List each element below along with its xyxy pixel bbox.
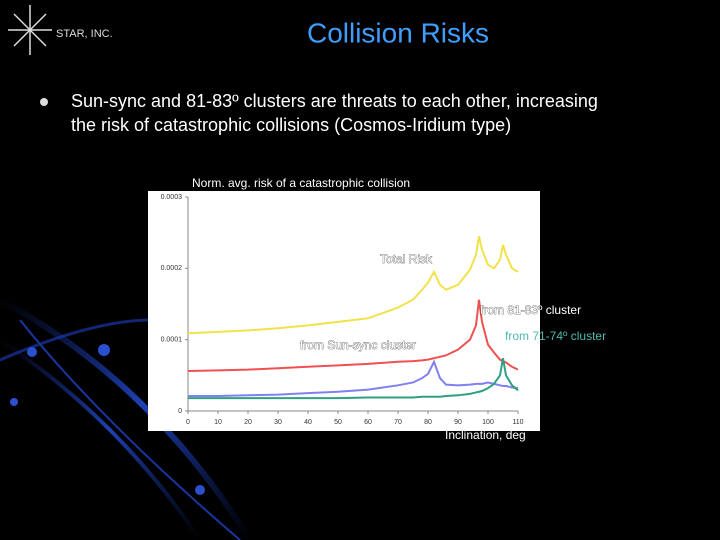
bullet-line: Sun-sync and 81-83º clusters are threats… [71, 91, 598, 111]
series-label: from 81-83º cluster [480, 303, 581, 317]
bullet-line: the risk of catastrophic collisions (Cos… [71, 115, 511, 135]
x-tick-label: 110 [512, 419, 523, 426]
y-tick-label: 0.0002 [161, 265, 183, 272]
x-tick-label: 60 [364, 419, 372, 426]
series-label: Total Risk [380, 252, 433, 266]
series-line [187, 299, 519, 373]
series-line [188, 359, 519, 398]
x-tick-label: 90 [454, 419, 462, 426]
y-tick-label: 0.0003 [161, 194, 183, 201]
x-tick-label: 0 [186, 419, 190, 426]
x-tick-label: 100 [482, 419, 494, 426]
x-tick-label: 80 [424, 419, 432, 426]
series-line [187, 236, 519, 335]
x-tick-label: 50 [334, 419, 342, 426]
x-tick-label: 30 [274, 419, 282, 426]
series-line [188, 358, 519, 400]
slide-title: Collision Risks [307, 17, 489, 48]
series-label: from 71-74º cluster [505, 329, 606, 343]
x-axis-label: Inclination, deg [445, 428, 526, 442]
logo-text: STAR, INC. [56, 28, 113, 40]
logo-star [8, 5, 52, 55]
x-tick-label: 20 [244, 419, 252, 426]
y-tick-label: 0 [178, 408, 182, 415]
bullet [40, 98, 48, 106]
y-axis-label: Norm. avg. risk of a catastrophic collis… [192, 176, 410, 190]
x-tick-label: 10 [214, 419, 222, 426]
y-tick-label: 0.0001 [161, 337, 183, 344]
decoration [0, 297, 253, 540]
series-label: from Sun-sync cluster [300, 338, 416, 352]
x-tick-label: 40 [304, 419, 312, 426]
x-tick-label: 70 [394, 419, 402, 426]
